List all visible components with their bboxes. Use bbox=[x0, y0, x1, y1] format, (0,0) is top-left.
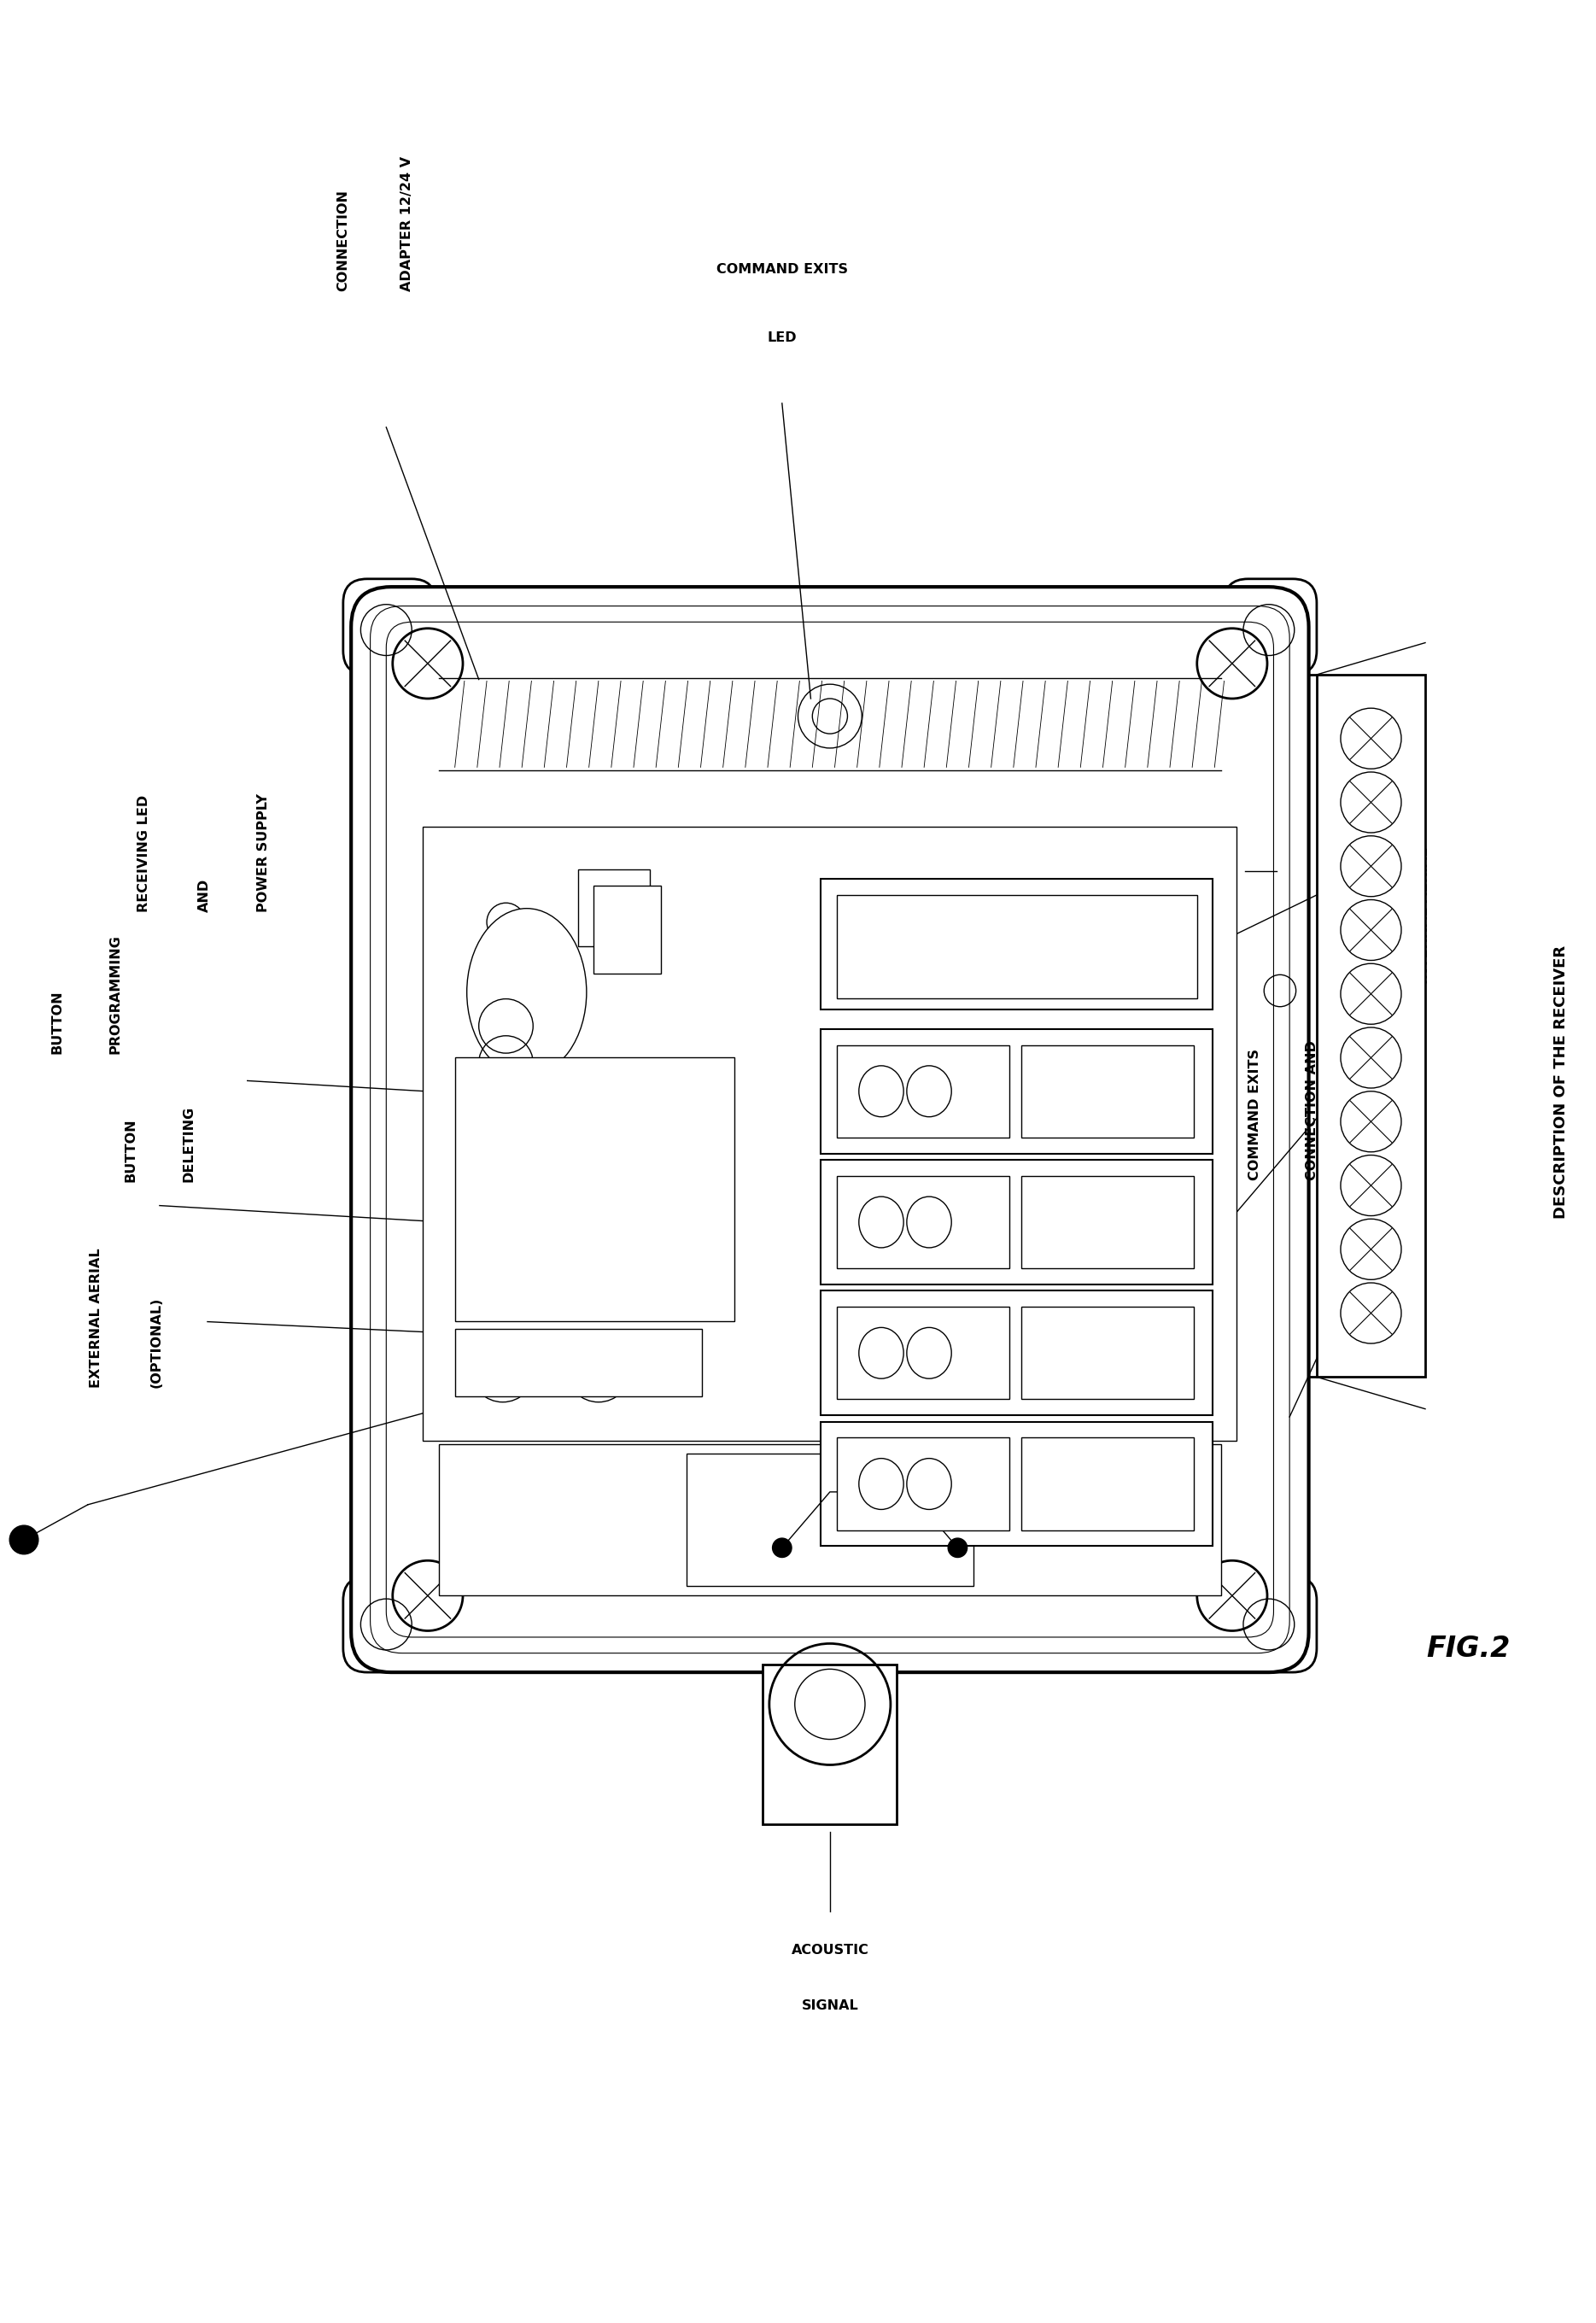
Text: COMMAND EXITS: COMMAND EXITS bbox=[1248, 1048, 1261, 1180]
Bar bbox=[836, 1175, 1009, 1268]
Bar bbox=[1021, 1438, 1194, 1531]
Bar bbox=[763, 1663, 897, 1824]
Text: BUTTON: BUTTON bbox=[51, 990, 64, 1055]
Bar bbox=[439, 1445, 1221, 1596]
Text: POWER SUPPLY: POWER SUPPLY bbox=[1363, 1062, 1376, 1180]
Circle shape bbox=[948, 1538, 967, 1556]
Bar bbox=[455, 1329, 702, 1396]
Bar bbox=[836, 1045, 1009, 1138]
Text: (OPTIONAL): (OPTIONAL) bbox=[150, 1296, 163, 1387]
Text: EXTERNAL AERIAL: EXTERNAL AERIAL bbox=[89, 1247, 102, 1387]
Bar bbox=[458, 1092, 519, 1136]
Bar bbox=[578, 869, 650, 945]
Bar bbox=[455, 1057, 734, 1322]
Text: DESCRIPTION OF THE RECEIVER: DESCRIPTION OF THE RECEIVER bbox=[1553, 945, 1569, 1217]
Bar bbox=[836, 1438, 1009, 1531]
Bar bbox=[836, 894, 1197, 999]
FancyBboxPatch shape bbox=[343, 1577, 436, 1673]
FancyBboxPatch shape bbox=[343, 578, 436, 674]
Text: CONNECTION AND: CONNECTION AND bbox=[1306, 1041, 1318, 1180]
Bar bbox=[1021, 1045, 1194, 1138]
Bar bbox=[820, 1422, 1213, 1547]
Text: BUTTON: BUTTON bbox=[124, 1117, 137, 1182]
Text: CONNECTION: CONNECTION bbox=[337, 190, 350, 293]
FancyBboxPatch shape bbox=[1224, 1577, 1317, 1673]
Bar bbox=[1021, 1175, 1194, 1268]
Bar bbox=[820, 1029, 1213, 1155]
Bar bbox=[594, 885, 661, 973]
Text: LED: LED bbox=[768, 332, 796, 344]
Text: INTERNAL AERIAL: INTERNAL AERIAL bbox=[1417, 848, 1430, 983]
Text: ADAPTER 12/24 V: ADAPTER 12/24 V bbox=[401, 156, 413, 293]
Bar bbox=[836, 1308, 1009, 1398]
Bar bbox=[686, 1454, 974, 1587]
Text: POWER SUPPLY: POWER SUPPLY bbox=[257, 794, 270, 913]
Bar bbox=[1021, 1308, 1194, 1398]
Text: PROGRAMMING: PROGRAMMING bbox=[109, 934, 121, 1055]
Bar bbox=[820, 1159, 1213, 1285]
Bar bbox=[1317, 674, 1425, 1378]
Ellipse shape bbox=[614, 1143, 691, 1185]
Circle shape bbox=[10, 1526, 38, 1554]
Text: SIGNAL: SIGNAL bbox=[801, 2000, 859, 2012]
Bar bbox=[820, 1292, 1213, 1415]
Ellipse shape bbox=[528, 1143, 605, 1185]
Ellipse shape bbox=[468, 908, 587, 1076]
Text: AND: AND bbox=[198, 878, 211, 913]
FancyBboxPatch shape bbox=[351, 588, 1309, 1673]
Text: ACOUSTIC: ACOUSTIC bbox=[792, 1944, 868, 1956]
Text: RECEIVING LED: RECEIVING LED bbox=[137, 794, 150, 913]
Bar bbox=[820, 878, 1213, 1011]
Text: DELETING: DELETING bbox=[182, 1106, 195, 1182]
Text: COMMAND EXITS: COMMAND EXITS bbox=[717, 262, 847, 276]
Bar bbox=[423, 827, 1237, 1440]
Circle shape bbox=[772, 1538, 792, 1556]
Text: FIG.2: FIG.2 bbox=[1427, 1635, 1510, 1663]
FancyBboxPatch shape bbox=[1224, 578, 1317, 674]
